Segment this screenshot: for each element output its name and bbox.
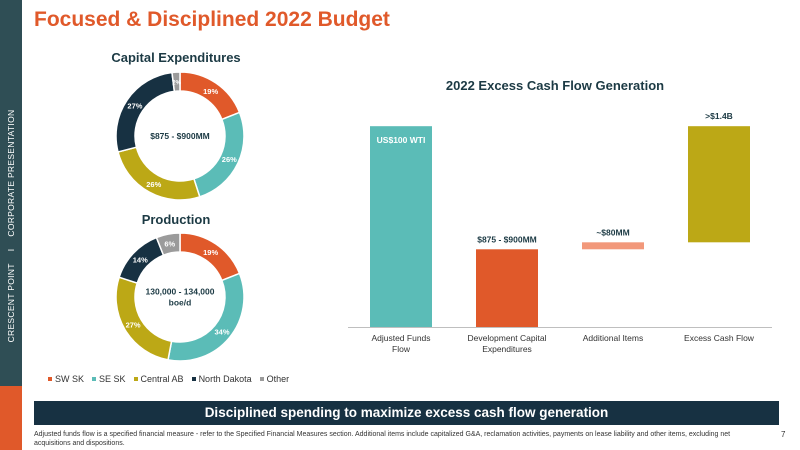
capex-slice-label: 2% — [172, 81, 181, 87]
legend: SW SK SE SK Central AB North Dakota Other — [48, 374, 308, 384]
sidebar-label: CRESCENT POINT I CORPORATE PRESENTATION — [6, 104, 16, 349]
legend-item: SE SK — [92, 374, 126, 384]
bar-1 — [370, 126, 432, 327]
legend-item: SW SK — [48, 374, 84, 384]
production-title: Production — [141, 212, 211, 227]
footnote: Adjusted funds flow is a specified finan… — [34, 431, 731, 447]
legend-swatch — [92, 377, 97, 381]
capex-slice-central-ab — [117, 146, 201, 201]
legend-item: Other — [259, 374, 290, 384]
capex-slice-label: 19% — [203, 87, 218, 96]
production-center-label: 130,000 - 134,000 — [145, 287, 214, 297]
production-slice-other — [155, 232, 181, 257]
production-slice-label: 19% — [203, 248, 218, 257]
bar-data-label: $875 - $900MM — [477, 234, 537, 244]
legend-item: North Dakota — [191, 374, 252, 384]
bar-data-label: US$100 WTI — [377, 135, 426, 145]
production-slice-label: 6% — [164, 239, 175, 248]
x-tick-label: Adjusted Funds — [371, 333, 430, 343]
x-tick-label: Development Capital — [468, 333, 547, 343]
legend-label: Other — [266, 374, 290, 384]
bar-4 — [688, 126, 750, 243]
legend-item: Central AB — [133, 374, 184, 384]
x-tick-label: Additional Items — [583, 333, 643, 343]
legend-label: North Dakota — [198, 374, 252, 384]
sidebar-accent — [0, 386, 22, 450]
bar-2 — [476, 249, 538, 327]
capex-slice-other — [171, 71, 181, 93]
capex-title: Capital Expenditures — [111, 50, 241, 65]
production-slice-label: 14% — [133, 256, 148, 265]
bar-chart-title: 2022 Excess Cash Flow Generation — [445, 78, 665, 93]
legend-swatch — [48, 377, 52, 381]
capex-slice-label: 26% — [146, 180, 161, 189]
sidebar-separator: I — [6, 248, 16, 252]
capex-center-label: $875 - $900MM — [150, 131, 210, 141]
legend-swatch — [259, 377, 264, 381]
sidebar-presentation: CORPORATE PRESENTATION — [6, 109, 16, 237]
bar-3 — [582, 242, 644, 250]
bar-data-label: >$1.4B — [705, 111, 733, 121]
legend-label: SE SK — [99, 374, 126, 384]
legend-swatch — [191, 377, 196, 381]
capex-slice-label: 27% — [127, 101, 142, 110]
summary-banner: Disciplined spending to maximize excess … — [34, 401, 779, 425]
sidebar: CRESCENT POINT I CORPORATE PRESENTATION — [0, 0, 22, 450]
capex-slice-label: 26% — [222, 155, 237, 164]
legend-swatch — [133, 377, 138, 381]
legend-label: Central AB — [140, 374, 184, 384]
bar-data-label: ~$80MM — [596, 227, 629, 237]
page-number: 7 — [781, 430, 786, 439]
legend-label: SW SK — [55, 374, 85, 384]
sidebar-company: CRESCENT POINT — [6, 263, 16, 343]
x-tick-label: Expenditures — [482, 344, 532, 354]
page-title: Focused & Disciplined 2022 Budget — [34, 8, 390, 31]
x-tick-label: Flow — [392, 344, 411, 354]
capex-donut-chart: 19% 26% 26% 27% 2% $875 - $900MM — [115, 71, 245, 201]
production-slice-label: 34% — [214, 328, 229, 337]
production-center-label: boe/d — [169, 298, 192, 308]
production-slice-label: 27% — [126, 321, 141, 330]
x-tick-label: Excess Cash Flow — [684, 333, 755, 343]
